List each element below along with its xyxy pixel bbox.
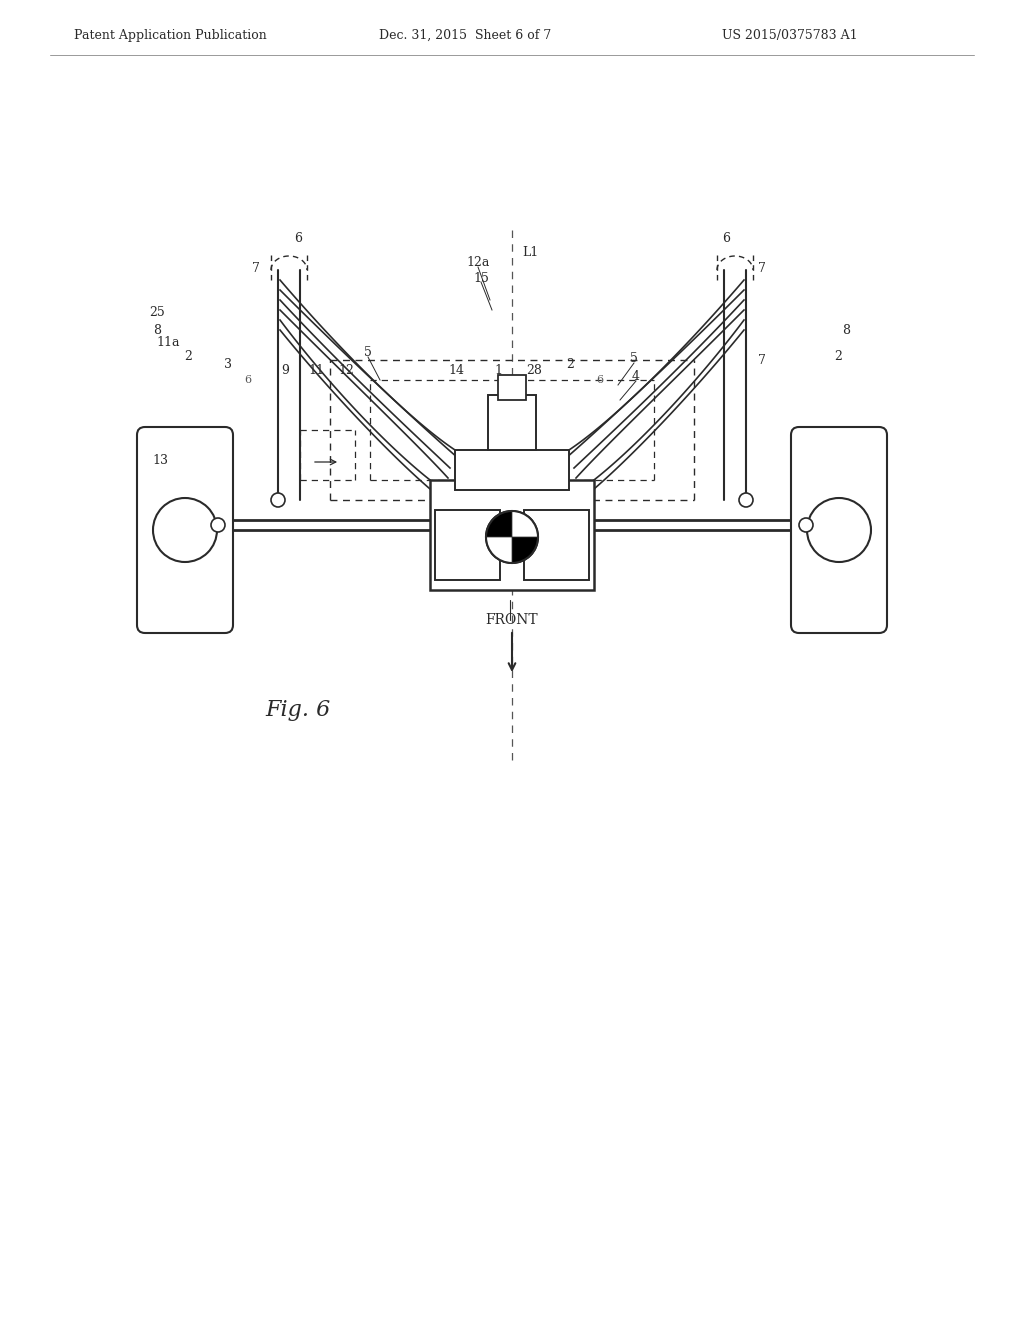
Text: 28: 28	[526, 363, 542, 376]
Text: 5: 5	[630, 351, 638, 364]
Text: 15: 15	[473, 272, 488, 285]
Text: 9: 9	[281, 363, 289, 376]
Text: 2: 2	[566, 359, 573, 371]
Circle shape	[211, 517, 225, 532]
Text: Patent Application Publication: Patent Application Publication	[74, 29, 266, 41]
Wedge shape	[486, 537, 512, 564]
Text: US 2015/0375783 A1: US 2015/0375783 A1	[722, 29, 858, 41]
Text: FRONT: FRONT	[485, 612, 539, 627]
Text: 1: 1	[494, 363, 502, 376]
Text: 7: 7	[758, 354, 766, 367]
Text: 5: 5	[365, 346, 372, 359]
Text: 7: 7	[758, 261, 766, 275]
Text: 4: 4	[632, 370, 640, 383]
Text: 8: 8	[842, 323, 850, 337]
Text: 11a: 11a	[157, 335, 180, 348]
Circle shape	[799, 517, 813, 532]
Circle shape	[486, 511, 538, 564]
FancyBboxPatch shape	[137, 426, 233, 634]
Bar	[435, 510, 500, 579]
Text: 6: 6	[294, 231, 302, 244]
Text: 2: 2	[835, 350, 842, 363]
Text: 6: 6	[596, 375, 603, 385]
Text: 7: 7	[252, 261, 260, 275]
FancyBboxPatch shape	[791, 426, 887, 634]
Wedge shape	[486, 511, 512, 537]
Text: Dec. 31, 2015  Sheet 6 of 7: Dec. 31, 2015 Sheet 6 of 7	[379, 29, 551, 41]
Text: 6: 6	[245, 375, 252, 385]
Bar	[488, 395, 536, 450]
Wedge shape	[512, 537, 538, 564]
Text: 12a: 12a	[466, 256, 489, 268]
Text: 3: 3	[224, 359, 232, 371]
Text: 14: 14	[449, 363, 464, 376]
Text: 12: 12	[338, 363, 354, 376]
Circle shape	[271, 492, 285, 507]
Bar	[498, 375, 526, 400]
Text: 13: 13	[152, 454, 168, 466]
Circle shape	[739, 492, 753, 507]
Text: 6: 6	[722, 231, 730, 244]
Text: 2: 2	[184, 350, 191, 363]
Bar	[524, 510, 589, 579]
Text: 11: 11	[308, 363, 324, 376]
Text: 8: 8	[153, 323, 161, 337]
Text: 25: 25	[150, 306, 165, 319]
Bar	[430, 480, 594, 590]
Wedge shape	[512, 511, 538, 537]
Circle shape	[807, 498, 871, 562]
Circle shape	[153, 498, 217, 562]
Bar	[455, 450, 569, 490]
Text: L1: L1	[522, 246, 539, 259]
Text: Fig. 6: Fig. 6	[265, 700, 331, 721]
